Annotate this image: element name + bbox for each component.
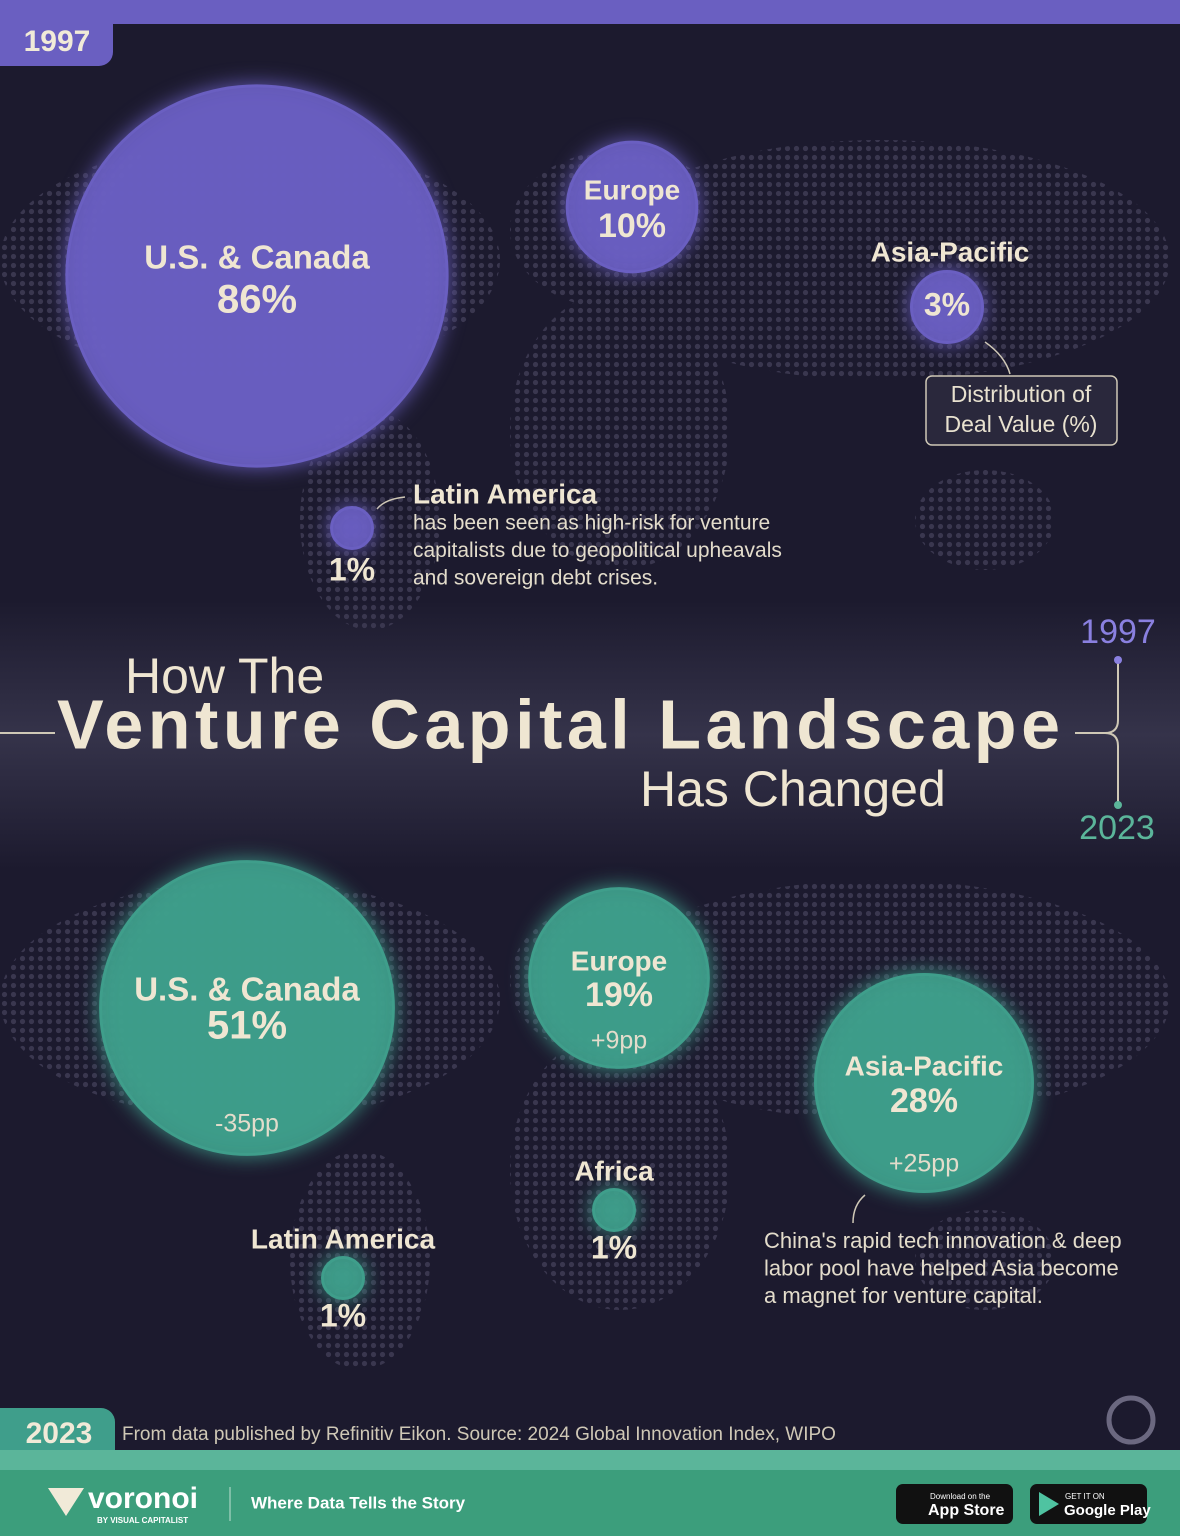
badge-label: App Store xyxy=(928,1502,1005,1519)
brand-logo xyxy=(48,1488,84,1516)
google-play-badge[interactable] xyxy=(1030,1484,1147,1524)
note-text: China's rapid tech innovation & deep xyxy=(764,1228,1122,1253)
logo-icon xyxy=(1106,1395,1156,1445)
tagline: Where Data Tells the Story xyxy=(251,1493,466,1512)
timeline-dot xyxy=(1114,656,1122,664)
region-name: Europe xyxy=(571,945,667,976)
legend-arrow xyxy=(984,341,1011,375)
year-tab xyxy=(0,1408,115,1450)
region-change: +25pp xyxy=(889,1150,959,1178)
title-band xyxy=(0,600,1180,870)
bubble xyxy=(565,140,699,274)
region-value: 19% xyxy=(585,976,653,1014)
region-value: 1% xyxy=(320,1297,366,1333)
badge-small: GET IT ON xyxy=(1065,1492,1105,1501)
region-name: Asia-Pacific xyxy=(845,1050,1004,1081)
bubble xyxy=(528,887,710,1069)
legend-text: Distribution of xyxy=(951,381,1092,407)
legend-text: Deal Value (%) xyxy=(945,411,1098,437)
badge-label: Google Play xyxy=(1064,1502,1151,1519)
bubble xyxy=(814,973,1034,1193)
year-tab-label: 1997 xyxy=(24,25,91,58)
region-value: 51% xyxy=(207,1004,287,1048)
region-name: Asia-Pacific xyxy=(871,236,1030,267)
region-value: 1% xyxy=(591,1229,637,1265)
region-value: 1% xyxy=(329,551,375,587)
region-value: 86% xyxy=(217,278,297,322)
title-line: How The xyxy=(125,648,324,704)
region-change: +9pp xyxy=(591,1027,647,1055)
region-value: 3% xyxy=(924,286,970,322)
note-connector xyxy=(852,1194,866,1224)
source: From data published by Refinitiv Eikon. … xyxy=(122,1424,836,1445)
top-bar xyxy=(0,0,1180,24)
region-name: Latin America xyxy=(413,478,598,509)
note-text: a magnet for venture capital. xyxy=(764,1283,1043,1308)
bubble xyxy=(909,269,985,345)
badge-small: Download on the xyxy=(930,1492,991,1501)
timeline-start: 1997 xyxy=(1080,613,1156,651)
note-text: capitalists due to geopolitical upheaval… xyxy=(413,539,782,562)
region-name: Africa xyxy=(574,1155,654,1186)
note-text: and sovereign debt crises. xyxy=(413,567,658,590)
bubble xyxy=(592,1188,636,1232)
bubble xyxy=(65,84,449,468)
app-store-badge[interactable] xyxy=(896,1484,1013,1524)
timeline-dot xyxy=(1114,801,1122,809)
region-value: 10% xyxy=(598,207,666,245)
bubble xyxy=(321,1256,365,1300)
footer-strip xyxy=(0,1450,1180,1470)
timeline-end: 2023 xyxy=(1079,809,1155,847)
bubble xyxy=(330,506,374,550)
timeline-bracket xyxy=(1104,660,1119,805)
brand: voronoi xyxy=(88,1482,198,1515)
legend-box xyxy=(925,375,1118,446)
region-name: U.S. & Canada xyxy=(134,971,360,1008)
note-text: labor pool have helped Asia become xyxy=(764,1255,1119,1280)
region-value: 28% xyxy=(890,1082,958,1120)
year-tab-label: 2023 xyxy=(26,1417,93,1450)
play-icon xyxy=(1039,1492,1059,1516)
note-text: has been seen as high-risk for venture xyxy=(413,512,770,535)
title-main: Venture Capital Landscape xyxy=(57,685,1060,763)
region-name: Latin America xyxy=(251,1223,436,1254)
brand-sub: BY VISUAL CAPITALIST xyxy=(97,1516,188,1525)
region-name: U.S. & Canada xyxy=(144,239,370,276)
year-tab xyxy=(0,24,113,66)
bubble xyxy=(99,860,395,1156)
region-name: Europe xyxy=(584,174,680,205)
note-connector xyxy=(376,496,406,510)
region-change: -35pp xyxy=(215,1110,279,1138)
title-line: Has Changed xyxy=(640,761,946,817)
